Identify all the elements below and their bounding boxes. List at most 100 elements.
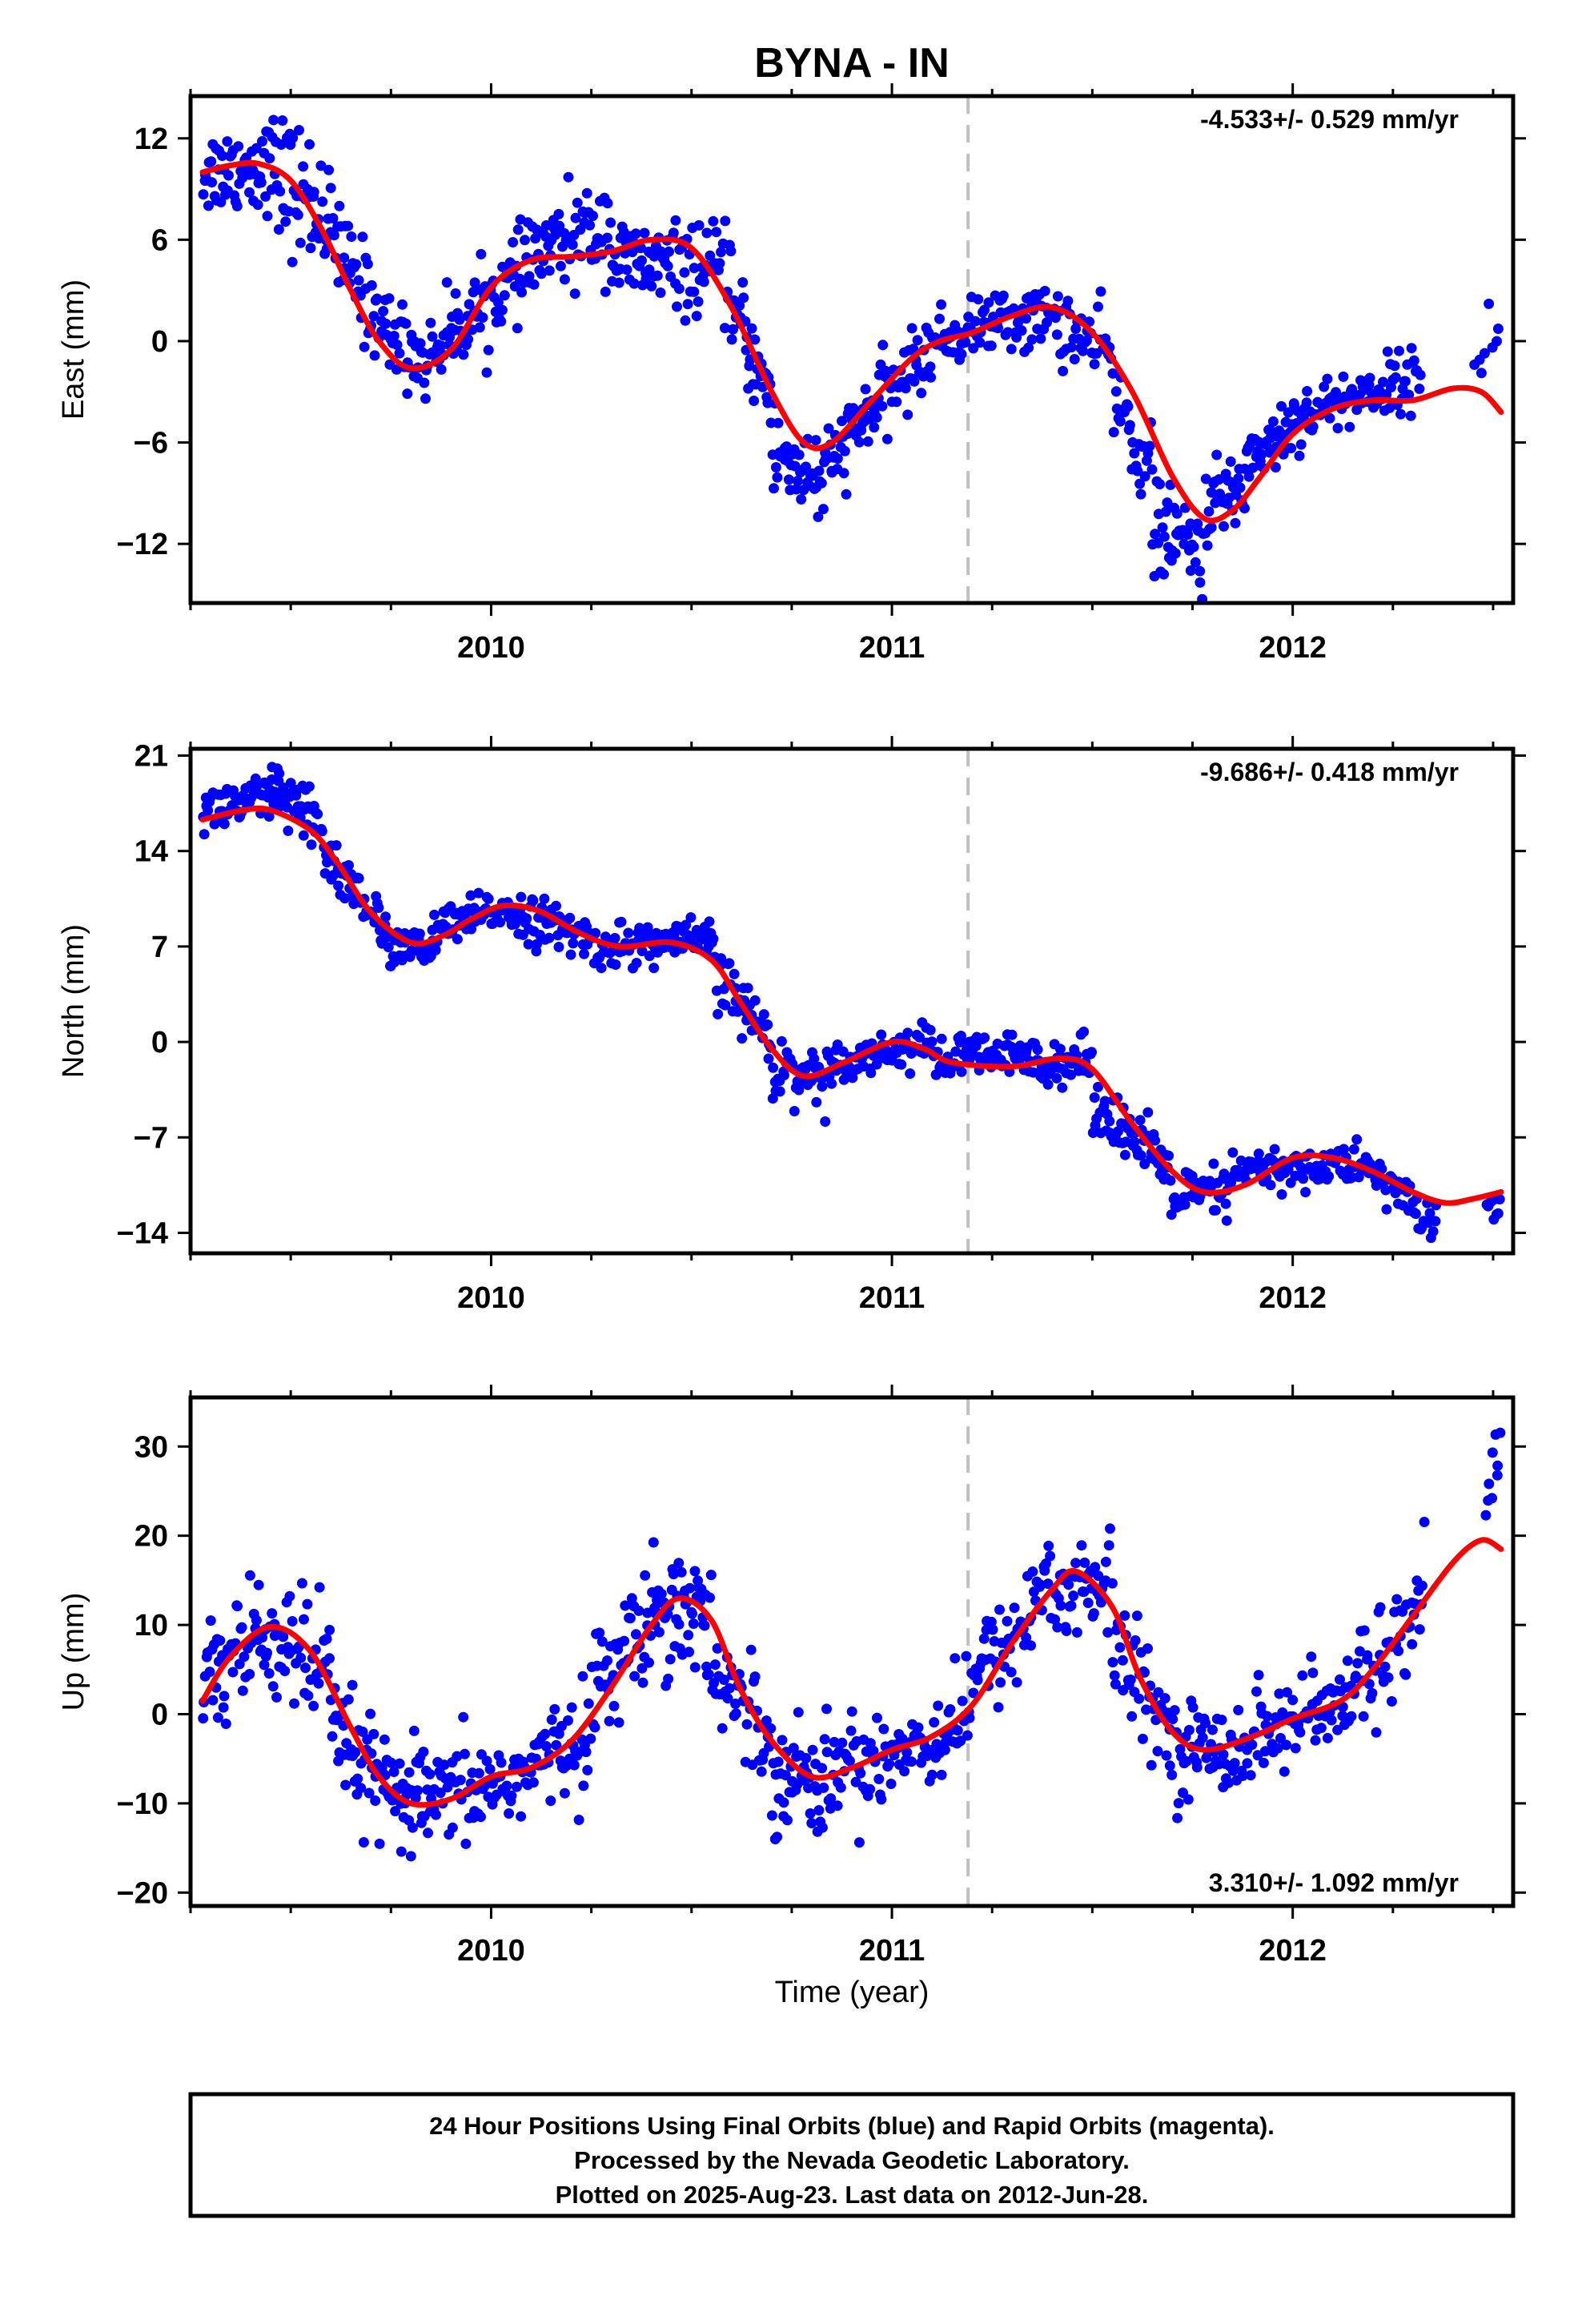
- observation-point: [1200, 1718, 1211, 1729]
- observation-point: [872, 1712, 882, 1723]
- x-tick-label: 2011: [859, 1281, 925, 1315]
- y-tick-label: 20: [135, 1520, 168, 1554]
- observation-point: [1256, 448, 1267, 460]
- observation-point: [1492, 1460, 1504, 1471]
- observation-point: [817, 1763, 828, 1774]
- observation-point: [1109, 1670, 1120, 1681]
- observation-point: [596, 1636, 608, 1647]
- observation-point: [1492, 336, 1502, 347]
- observation-point: [676, 1566, 687, 1578]
- observation-point: [933, 1700, 944, 1711]
- observation-point: [705, 250, 716, 261]
- observation-point: [950, 1653, 961, 1664]
- observation-point: [430, 944, 441, 955]
- observation-point: [567, 239, 578, 251]
- observation-point: [1070, 1558, 1082, 1569]
- observation-point: [1167, 1714, 1178, 1725]
- observation-point: [868, 1745, 879, 1756]
- observation-point: [1298, 1173, 1309, 1184]
- observation-point: [1390, 372, 1401, 383]
- observation-point: [805, 1808, 816, 1819]
- observation-point: [1132, 465, 1143, 476]
- observation-point: [1219, 521, 1229, 532]
- observation-point: [995, 1677, 1006, 1688]
- observation-point: [1322, 1732, 1333, 1743]
- observation-point: [1363, 1679, 1375, 1690]
- observation-point: [871, 1059, 882, 1070]
- observation-point: [1383, 1672, 1394, 1683]
- observation-point: [726, 334, 737, 345]
- observation-point: [1153, 537, 1164, 549]
- observation-point: [925, 361, 936, 372]
- observation-point: [343, 860, 354, 870]
- observation-point: [1386, 1696, 1397, 1707]
- observation-point: [476, 248, 487, 259]
- observation-point: [1235, 1155, 1247, 1166]
- observation-point: [916, 388, 927, 399]
- observation-point: [455, 1775, 466, 1786]
- observation-point: [957, 1695, 968, 1707]
- observation-point: [496, 316, 507, 327]
- observation-point: [549, 1703, 560, 1715]
- observation-point: [1495, 1427, 1506, 1438]
- observation-point: [691, 311, 702, 322]
- observation-point: [1480, 1510, 1492, 1521]
- observation-point: [832, 453, 843, 464]
- observation-point: [333, 880, 344, 891]
- observation-point: [1063, 1579, 1074, 1590]
- observation-point: [559, 274, 570, 285]
- observation-point: [973, 294, 984, 305]
- observation-point: [481, 367, 492, 378]
- observation-point: [1026, 334, 1038, 345]
- observation-point: [255, 177, 267, 188]
- observation-point: [820, 1116, 831, 1127]
- observation-point: [683, 1630, 694, 1641]
- observation-point: [232, 1601, 243, 1612]
- observation-point: [712, 1642, 723, 1654]
- observation-point: [1093, 301, 1103, 312]
- observation-point: [725, 246, 737, 257]
- observation-point: [926, 372, 937, 383]
- observation-point: [473, 1767, 484, 1779]
- observation-point: [285, 778, 296, 789]
- observation-point: [939, 1744, 950, 1755]
- observation-point: [1191, 1762, 1203, 1773]
- observation-point: [352, 1773, 363, 1784]
- observation-point: [1152, 1746, 1163, 1757]
- observation-point: [648, 963, 660, 974]
- x-tick-label: 2011: [859, 1934, 925, 1968]
- observation-point: [1290, 1170, 1301, 1181]
- observation-point: [1233, 1704, 1244, 1715]
- observation-point: [986, 1616, 997, 1627]
- observation-point: [351, 259, 362, 270]
- observation-point: [536, 268, 547, 279]
- observation-point: [483, 344, 494, 356]
- observation-point: [765, 1723, 777, 1734]
- observation-point: [295, 1652, 307, 1663]
- observation-point: [450, 288, 461, 299]
- observation-point: [780, 1770, 791, 1781]
- observation-point: [884, 1758, 895, 1769]
- observation-point: [960, 337, 971, 348]
- observation-point: [1227, 1765, 1239, 1776]
- observation-point: [636, 255, 647, 266]
- observation-point: [1414, 384, 1425, 394]
- observation-point: [806, 1818, 817, 1828]
- observation-point: [906, 323, 917, 334]
- observation-point: [716, 953, 727, 964]
- observation-point: [1283, 407, 1294, 418]
- observation-point: [1407, 1638, 1418, 1650]
- observation-point: [730, 1699, 741, 1709]
- observation-point: [1066, 342, 1077, 353]
- observation-point: [869, 422, 880, 433]
- observation-point: [608, 1700, 620, 1711]
- observation-point: [768, 1062, 779, 1073]
- observation-point: [397, 299, 408, 310]
- observation-point: [1124, 420, 1135, 431]
- observation-point: [705, 1570, 717, 1581]
- observation-point: [777, 1735, 788, 1746]
- observation-point: [1218, 1749, 1229, 1760]
- observation-point: [669, 930, 680, 941]
- observation-point: [796, 494, 807, 505]
- observation-point: [745, 1644, 757, 1655]
